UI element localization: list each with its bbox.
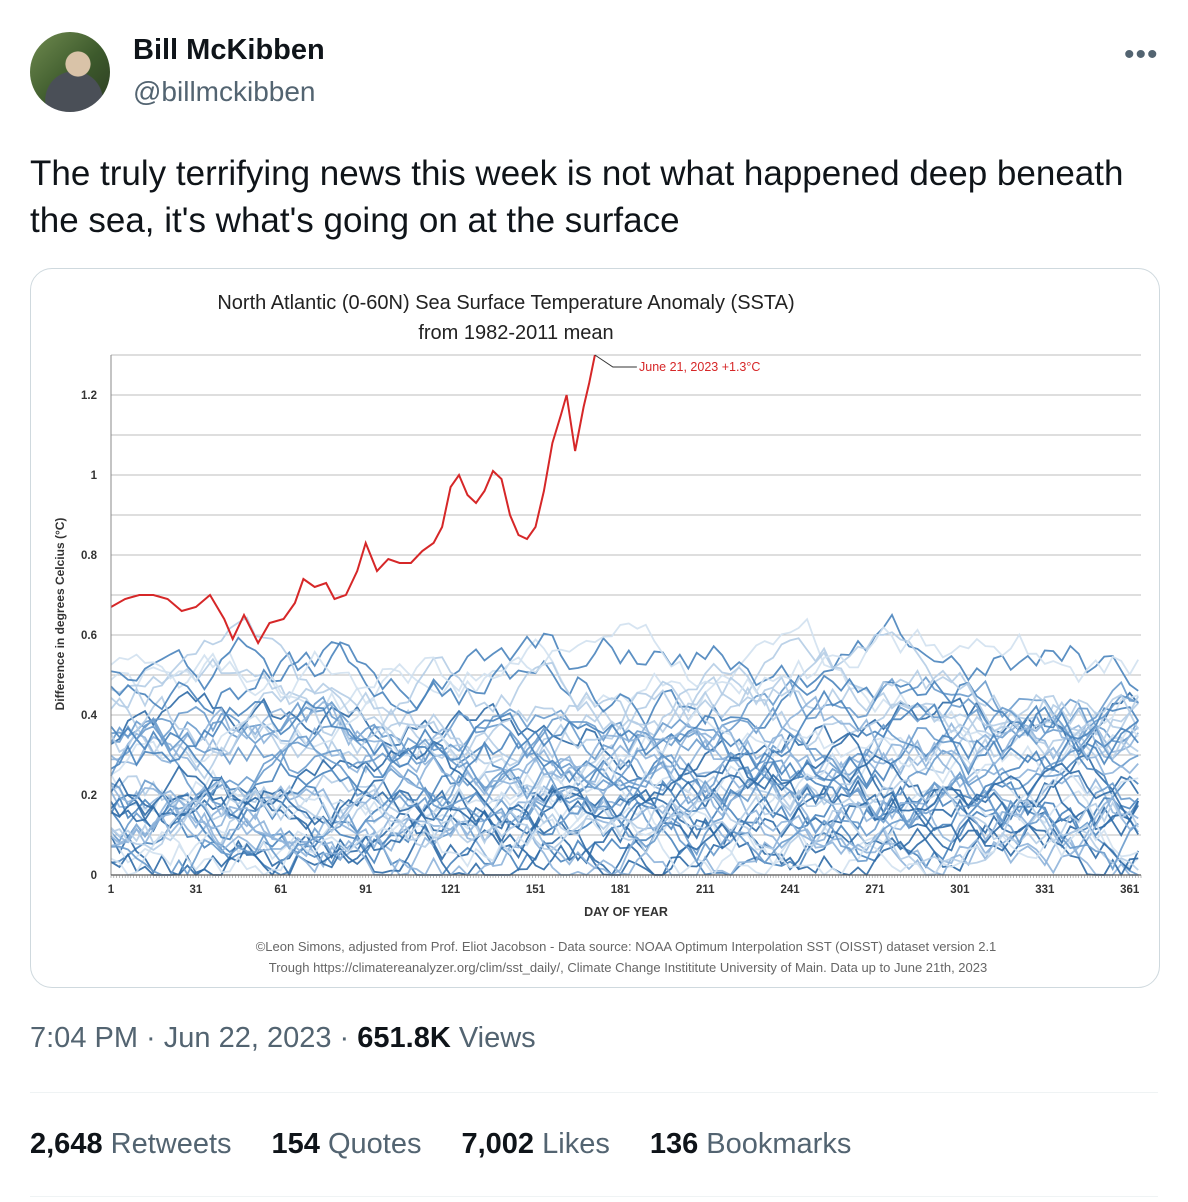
chart-subtitle: from 1982-2011 mean: [418, 322, 613, 344]
credit-line-1: ©Leon Simons, adjusted from Prof. Eliot …: [256, 939, 997, 954]
background-series-line: [110, 795, 1139, 877]
background-series-line: [110, 680, 1139, 809]
x-tick-label: 241: [781, 884, 801, 896]
y-tick-label: 0.6: [81, 630, 97, 642]
background-series-line: [110, 700, 1139, 788]
bookmarks-stat[interactable]: 136 Bookmarks: [649, 1128, 852, 1160]
x-tick-label: 301: [950, 884, 970, 896]
background-series-line: [110, 770, 1139, 877]
author-handle[interactable]: @billmckibben: [133, 76, 316, 107]
y-tick-label: 0.2: [81, 790, 97, 802]
background-series-line: [110, 695, 1139, 830]
timestamp[interactable]: 7:04 PM · Jun 22, 2023 ·: [30, 1022, 358, 1054]
background-series-line: [110, 778, 1139, 851]
credit-line-2: Trough https://climatereanalyzer.org/cli…: [269, 960, 987, 975]
y-tick-label: 1: [91, 470, 98, 482]
views-label: Views: [450, 1022, 536, 1054]
tweet-media[interactable]: 1 31 61 91 121 151 181 211 241 271 301 331 361 0 0.2 0.…: [30, 268, 1160, 988]
x-tick-label: 121: [441, 884, 461, 896]
highlight-series: [110, 354, 637, 646]
background-series-line: [110, 675, 1139, 789]
sst-anomaly-chart: 1 31 61 91 121 151 181 211 241 271 301 331 361 0 0.2 0.…: [53, 292, 1142, 975]
x-tick-label: 91: [359, 884, 372, 896]
background-series-line: [110, 700, 1139, 796]
chart-annotation: June 21, 2023 +1.3°C: [639, 360, 760, 374]
x-tick-label: 211: [696, 884, 715, 896]
background-series-line: [110, 622, 1139, 700]
background-series: [110, 613, 1140, 877]
avatar[interactable]: [30, 32, 110, 112]
background-series-line: [110, 617, 1139, 739]
background-series-line: [110, 616, 1139, 737]
retweets-stat[interactable]: 2,648 Retweets: [30, 1128, 232, 1160]
y-tick-label: 0.8: [81, 550, 98, 562]
background-series-line: [110, 718, 1139, 830]
background-series-line: [110, 689, 1139, 813]
x-tick-label: 61: [274, 884, 287, 896]
likes-stat[interactable]: 7,002 Likes: [461, 1128, 610, 1160]
background-series-line: [110, 778, 1139, 871]
quotes-stat[interactable]: 154 Quotes: [271, 1128, 422, 1160]
views-count: 651.8K: [357, 1022, 451, 1054]
y-tick-label: 0.4: [81, 710, 98, 722]
x-axis-label: DAY OF YEAR: [584, 905, 668, 919]
background-series-line: [110, 708, 1139, 821]
x-tick-label: 331: [1035, 884, 1055, 896]
background-series-line: [110, 821, 1139, 877]
more-horizontal-icon[interactable]: •••: [1124, 38, 1159, 71]
y-axis-label: Difference in degrees Celcius (°C): [53, 518, 67, 711]
engagement-stats: 2,648 Retweets 154 Quotes 7,002 Likes 13…: [30, 1128, 851, 1161]
x-tick-label: 31: [189, 884, 202, 896]
x-tick-label: 361: [1120, 884, 1140, 896]
background-series-line: [110, 801, 1139, 877]
background-series-line: [110, 613, 1139, 730]
x-tick-label: 151: [526, 884, 546, 896]
background-series-line: [110, 743, 1139, 866]
background-series-line: [110, 698, 1139, 808]
x-tick-label: 271: [865, 884, 885, 896]
divider: [30, 1196, 1158, 1197]
background-series-line: [110, 731, 1140, 830]
y-tick-label: 1.2: [81, 390, 97, 402]
divider: [30, 1092, 1158, 1093]
y-tick-label: 0: [91, 870, 97, 882]
x-tick-label: 1: [108, 884, 115, 896]
author-name[interactable]: Bill McKibben: [133, 34, 325, 66]
background-series-line: [110, 691, 1139, 764]
tweet-text: The truly terrifying news this week is n…: [30, 154, 1124, 240]
series-2023-line: [110, 354, 596, 646]
annotation-leader: [594, 354, 637, 368]
chart-title: North Atlantic (0-60N) Sea Surface Tempe…: [217, 292, 794, 314]
x-tick-label: 181: [611, 884, 631, 896]
tweet-meta: 7:04 PM · Jun 22, 2023 · 651.8K Views: [30, 1022, 536, 1055]
background-series-line: [110, 690, 1139, 793]
chart-axes: 1 31 61 91 121 151 181 211 241 271 301 331 361 0 0.2 0.…: [81, 355, 1142, 896]
